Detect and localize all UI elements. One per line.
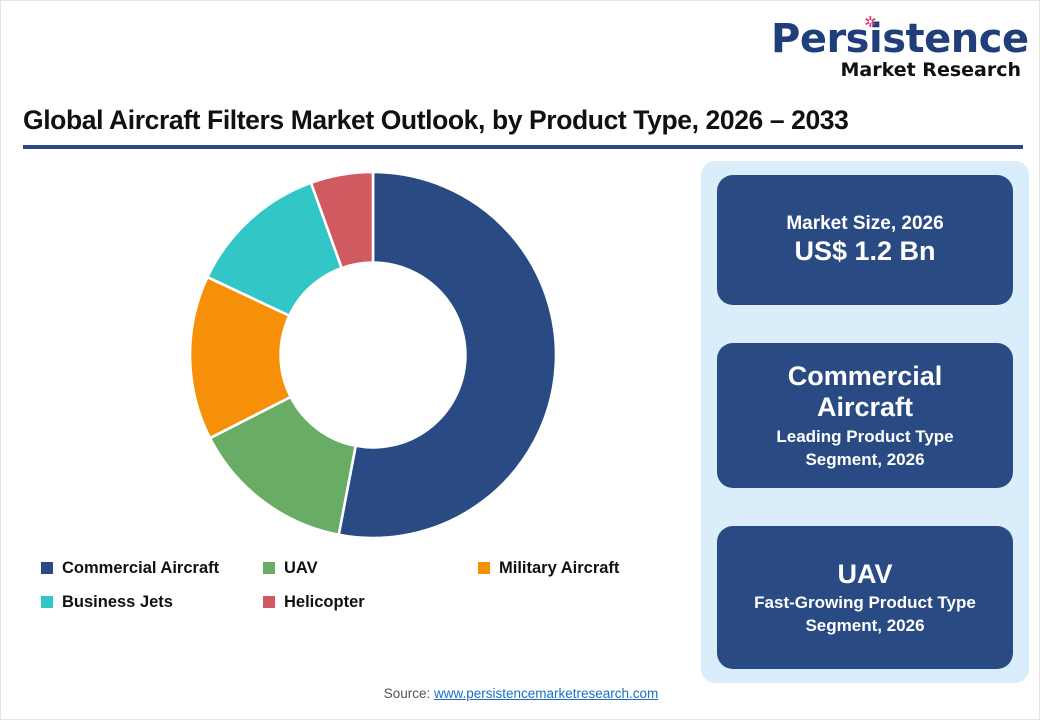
source-footer: Source: www.persistencemarketresearch.co…: [1, 686, 1039, 701]
chart-legend: Commercial Aircraft UAV Military Aircraft B…: [41, 551, 681, 619]
legend-swatch-icon: [41, 596, 53, 608]
kpi-card-market-size: Market Size, 2026 US$ 1.2 Bn: [717, 175, 1013, 305]
legend-row: Commercial Aircraft UAV Military Aircraft: [41, 551, 681, 585]
donut-slice-commercial-aircraft: [337, 170, 558, 540]
legend-item-uav[interactable]: UAV: [263, 559, 478, 578]
legend-label: Commercial Aircraft: [62, 558, 220, 577]
company-logo: Persistence ✲ Market Research: [771, 15, 1029, 81]
kpi-fast-growing-line1: UAV: [837, 558, 893, 589]
legend-label: Helicopter: [284, 592, 365, 611]
legend-label: Business Jets: [62, 592, 173, 611]
donut-slice-helicopter: [309, 170, 375, 270]
kpi-card-leading-segment: Commercial Aircraft Leading Product Type…: [717, 343, 1013, 488]
legend-item-commercial-aircraft[interactable]: Commercial Aircraft: [41, 559, 263, 578]
logo-wordmark-text: Persistence: [771, 16, 1029, 62]
source-url-link[interactable]: www.persistencemarketresearch.com: [433, 686, 659, 701]
legend-swatch-icon: [263, 596, 275, 608]
kpi-fast-growing-caption1: Fast-Growing Product Type: [754, 592, 976, 612]
title-block: Global Aircraft Filters Market Outlook, …: [23, 105, 1023, 149]
legend-label: UAV: [284, 558, 318, 577]
legend-swatch-icon: [478, 562, 490, 574]
logo-tagline: Market Research: [840, 59, 1022, 81]
asterisk-icon: ✲: [864, 13, 877, 31]
donut-chart: [188, 170, 558, 540]
kpi-side-panel: Market Size, 2026 US$ 1.2 Bn Commercial …: [701, 161, 1029, 683]
kpi-market-size-value: US$ 1.2 Bn: [794, 236, 936, 267]
kpi-leading-segment-caption1: Leading Product Type: [776, 426, 954, 446]
legend-item-helicopter[interactable]: Helicopter: [263, 593, 478, 612]
page-title: Global Aircraft Filters Market Outlook, …: [23, 105, 849, 135]
legend-swatch-icon: [263, 562, 275, 574]
kpi-leading-segment-line2: Aircraft: [816, 392, 914, 423]
kpi-card-fast-growing-segment: UAV Fast-Growing Product Type Segment, 2…: [717, 526, 1013, 669]
kpi-leading-segment-caption2: Segment, 2026: [805, 449, 925, 469]
legend-swatch-icon: [41, 562, 53, 574]
title-underline-rule: [23, 145, 1023, 149]
legend-item-military-aircraft[interactable]: Military Aircraft: [478, 559, 678, 578]
logo-wordmark: Persistence ✲: [771, 13, 1029, 62]
legend-label: Military Aircraft: [499, 558, 620, 577]
kpi-leading-segment-line1: Commercial: [787, 360, 943, 391]
legend-row: Business Jets Helicopter: [41, 585, 681, 619]
kpi-market-size-label: Market Size, 2026: [786, 213, 944, 235]
donut-slice-group: [188, 170, 558, 540]
kpi-fast-growing-caption2: Segment, 2026: [805, 616, 925, 636]
source-label: Source:: [383, 686, 434, 701]
legend-item-business-jets[interactable]: Business Jets: [41, 593, 263, 612]
donut-chart-area: [21, 161, 681, 551]
